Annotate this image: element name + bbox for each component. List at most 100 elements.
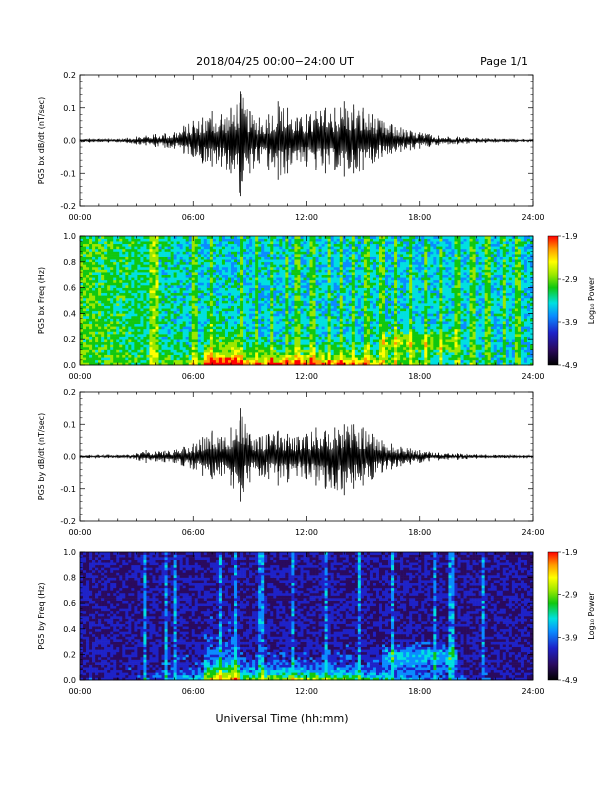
spectrogram-cell [80,236,84,239]
spectrogram-cell [194,334,199,337]
spectrogram-cell [191,315,196,319]
spectrogram-cell [89,274,93,278]
spectrogram-cell [294,354,298,358]
spectrogram-cell [131,362,135,366]
spectrogram-cell [243,336,247,340]
y-tick-label: -0.2 [60,202,76,211]
spectrogram-cell [303,254,307,257]
spectrogram-cell [158,349,162,353]
spectrogram-cell [333,354,337,358]
spectrogram-cell [212,326,217,330]
spectrogram-cell [276,297,280,301]
spectrogram-cell [89,297,93,301]
spectrogram-cell [246,362,250,366]
spectrogram-cell [101,254,105,257]
spectrogram-cell [92,326,96,330]
spectrogram-cell [312,261,316,265]
spectrogram-cell [366,303,371,306]
spectrogram-cell [330,323,334,327]
spectrogram-cell [215,279,220,283]
spectrogram-cell [300,362,304,366]
spectrogram-cell [158,241,162,245]
spectrogram-cell [366,300,371,304]
spectrogram-cell [134,331,138,335]
spectrogram-cell [146,313,150,317]
spectrogram-cell [218,341,223,345]
spectrogram-cell [327,328,331,332]
spectrogram-cell [348,274,353,278]
spectrogram-cell [267,272,271,275]
spectrogram-cell [188,285,193,288]
spectrogram-cell [137,323,141,327]
spectrogram-cell [249,344,253,348]
spectrogram-cell [137,300,141,304]
spectrogram-cell [143,362,147,366]
spectrogram-cell [351,295,356,299]
spectrogram-cell [243,246,247,250]
spectrogram-cell [155,323,159,327]
spectrogram-cell [306,295,310,299]
spectrogram-cell [297,359,301,363]
spectrogram-cell [113,297,117,301]
spectrogram-cell [227,243,232,247]
spectrogram-cell [212,246,217,250]
spectrogram-cell [267,315,271,319]
spectrogram-cell [179,295,183,299]
x-tick-label: 00:00 [68,213,91,222]
spectrogram-cell [128,251,132,255]
spectrogram-cell [300,297,304,301]
spectrogram-cell [327,303,331,306]
spectrogram-cell [104,308,108,312]
spectrogram-cell [252,259,256,263]
spectrogram-cell [234,326,238,330]
spectrogram-cell [80,254,84,257]
spectrogram-cell [252,336,256,340]
spectrogram-cell [119,238,123,242]
spectrogram-cell [119,274,123,278]
spectrogram-cell [300,256,304,260]
spectrogram-cell [221,354,226,358]
spectrogram-cell [80,277,84,281]
spectrogram-cell [312,313,316,317]
spectrogram-cell [297,305,301,309]
spectrogram-cell [173,339,177,343]
spectrogram-cell [224,269,229,273]
spectrogram-cell [291,305,295,309]
spectrogram-cell [237,297,241,301]
spectrogram-cell [282,313,286,317]
spectrogram-cell [324,261,328,265]
spectrogram-cell [197,318,202,322]
spectrogram-cell [324,297,328,301]
spectrogram-cell [221,248,226,252]
spectrogram-cell [98,292,102,296]
spectrogram-cell [339,352,344,355]
spectrogram-cell [116,285,120,288]
spectrogram-cell [185,282,190,286]
spectrogram-cell [273,266,277,270]
spectrogram-cell [110,248,114,252]
spectrogram-cell [173,256,177,260]
spectrogram-cell [101,305,105,309]
spectrogram-cell [294,241,298,245]
spectrogram-cell [285,336,289,340]
spectrogram-cell [324,328,328,332]
spectrogram-cell [212,285,217,288]
spectrogram-cell [267,269,271,273]
spectrogram-cell [134,313,138,317]
spectrogram-cell [324,238,328,242]
spectrogram-cell [161,256,165,260]
spectrogram-cell [209,323,214,327]
spectrogram-cell [279,334,283,337]
spectrogram-cell [312,251,316,255]
spectrogram-cell [209,328,214,332]
spectrogram-cell [369,308,374,312]
spectrogram-cell [92,315,96,319]
spectrogram-cell [234,274,238,278]
spectrogram-cell [312,285,316,288]
spectrogram-cell [336,328,341,332]
spectrogram-cell [92,277,96,281]
spectrogram-cell [92,362,96,366]
spectrogram-cell [237,272,241,275]
spectrogram-cell [234,259,238,263]
spectrogram-cell [333,341,337,345]
